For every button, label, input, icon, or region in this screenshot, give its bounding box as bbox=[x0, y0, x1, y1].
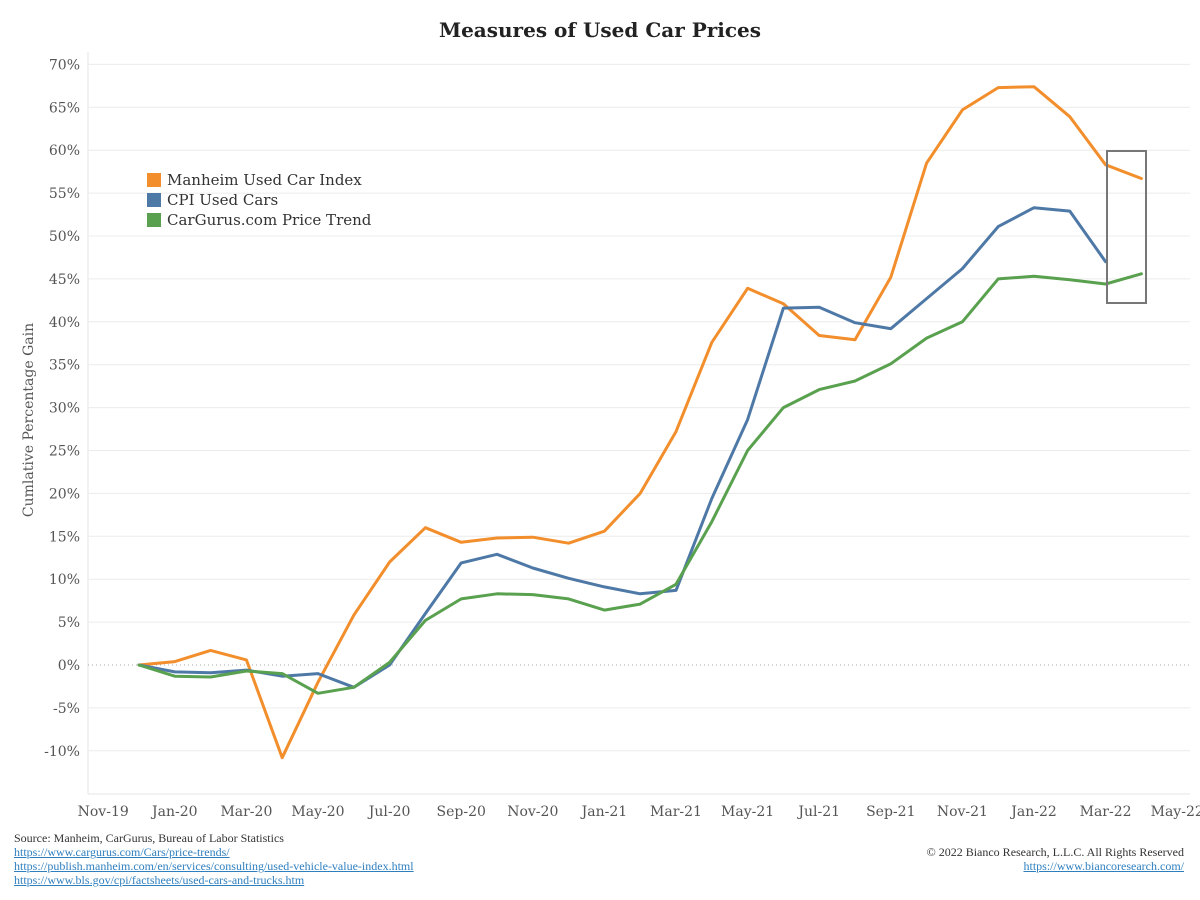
y-tick-label: 25% bbox=[49, 444, 80, 460]
x-tick-label: Sep-20 bbox=[437, 804, 486, 820]
x-tick-label: May-22 bbox=[1151, 804, 1200, 820]
source-link-manheim[interactable]: https://publish.manheim.com/en/services/… bbox=[14, 859, 414, 873]
legend-swatch bbox=[147, 193, 161, 207]
y-tick-label: 70% bbox=[49, 57, 80, 73]
source-text: Source: Manheim, CarGurus, Bureau of Lab… bbox=[14, 831, 284, 845]
x-tick-label: Jul-21 bbox=[796, 804, 840, 820]
x-tick-label: May-21 bbox=[721, 804, 774, 820]
y-tick-label: 10% bbox=[49, 572, 80, 588]
series-line-1 bbox=[137, 206, 1108, 689]
y-tick-label: -10% bbox=[44, 744, 80, 760]
x-tick-label: Jan-21 bbox=[580, 804, 628, 820]
copyright-footer: © 2022 Bianco Research, L.L.C. All Right… bbox=[927, 845, 1184, 873]
x-tick-label: Nov-19 bbox=[78, 804, 129, 820]
y-tick-label: 40% bbox=[49, 315, 80, 331]
highlight-box bbox=[1106, 150, 1147, 304]
plot-area bbox=[137, 85, 1143, 760]
y-tick-label: 65% bbox=[49, 100, 80, 116]
legend-swatch bbox=[147, 213, 161, 227]
x-tick-label: Jan-20 bbox=[150, 804, 198, 820]
x-tick-label: Mar-22 bbox=[1080, 804, 1132, 820]
y-tick-label: 5% bbox=[58, 615, 80, 631]
legend-label: Manheim Used Car Index bbox=[167, 171, 362, 189]
x-tick-label: Nov-20 bbox=[507, 804, 558, 820]
x-tick-label: May-20 bbox=[291, 804, 344, 820]
x-tick-label: Nov-21 bbox=[937, 804, 988, 820]
y-axis: 70% 65% 60% 55% 50% 45% 40% 35% 30% 25% 20% 15% 10% 5… bbox=[44, 57, 80, 759]
legend-label: CarGurus.com Price Trend bbox=[167, 211, 372, 229]
y-tick-label: 0% bbox=[58, 658, 80, 674]
series-line-0 bbox=[137, 85, 1143, 760]
x-tick-label: Jan-22 bbox=[1009, 804, 1057, 820]
legend: Manheim Used Car Index CPI Used Cars CarGu… bbox=[147, 171, 372, 229]
y-tick-label: 55% bbox=[49, 186, 80, 202]
x-axis: Nov-19 Jan-20 Mar-20 May-20 Jul-20 Sep-20 Nov-… bbox=[78, 804, 1200, 820]
source-link-cargurus[interactable]: https://www.cargurus.com/Cars/price-tren… bbox=[14, 845, 230, 859]
x-tick-label: Mar-20 bbox=[220, 804, 272, 820]
y-tick-label: 20% bbox=[49, 486, 80, 502]
x-tick-label: Sep-21 bbox=[866, 804, 915, 820]
website-link[interactable]: https://www.biancoresearch.com/ bbox=[1023, 859, 1184, 873]
legend-swatch bbox=[147, 173, 161, 187]
legend-label: CPI Used Cars bbox=[167, 191, 278, 209]
copyright-text: © 2022 Bianco Research, L.L.C. All Right… bbox=[926, 845, 1184, 859]
y-tick-label: 60% bbox=[49, 143, 80, 159]
x-tick-label: Mar-21 bbox=[650, 804, 702, 820]
x-tick-label: Jul-20 bbox=[367, 804, 411, 820]
y-tick-label: 50% bbox=[49, 229, 80, 245]
source-footer: Source: Manheim, CarGurus, Bureau of Lab… bbox=[14, 831, 414, 887]
y-tick-label: 45% bbox=[49, 272, 80, 288]
y-tick-label: 15% bbox=[49, 529, 80, 545]
y-tick-label: 35% bbox=[49, 358, 80, 374]
series-line-2 bbox=[137, 272, 1143, 695]
y-tick-label: -5% bbox=[53, 701, 80, 717]
source-link-bls[interactable]: https://www.bls.gov/cpi/factsheets/used-… bbox=[14, 873, 305, 887]
y-axis-title: Cumlative Percentage Gain bbox=[21, 323, 37, 517]
y-tick-label: 30% bbox=[49, 401, 80, 417]
chart-title: Measures of Used Car Prices bbox=[439, 18, 761, 42]
